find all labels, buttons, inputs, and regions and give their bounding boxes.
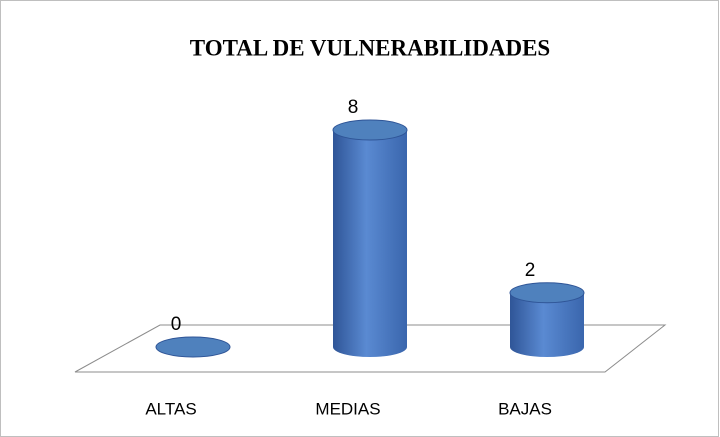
value-label: 0	[171, 314, 182, 335]
x-tick-label: MEDIAS	[315, 399, 380, 418]
bar-top	[155, 336, 231, 358]
value-label: 8	[348, 97, 359, 118]
value-label: 2	[525, 260, 536, 281]
bar-top	[509, 282, 585, 304]
bar-top	[332, 119, 408, 141]
bar-body	[333, 130, 407, 357]
x-tick-label: BAJAS	[498, 399, 552, 418]
bar-body	[510, 292, 584, 357]
chart-title: TOTAL DE VULNERABILIDADES	[190, 35, 550, 60]
x-tick-label: ALTAS	[145, 399, 196, 418]
